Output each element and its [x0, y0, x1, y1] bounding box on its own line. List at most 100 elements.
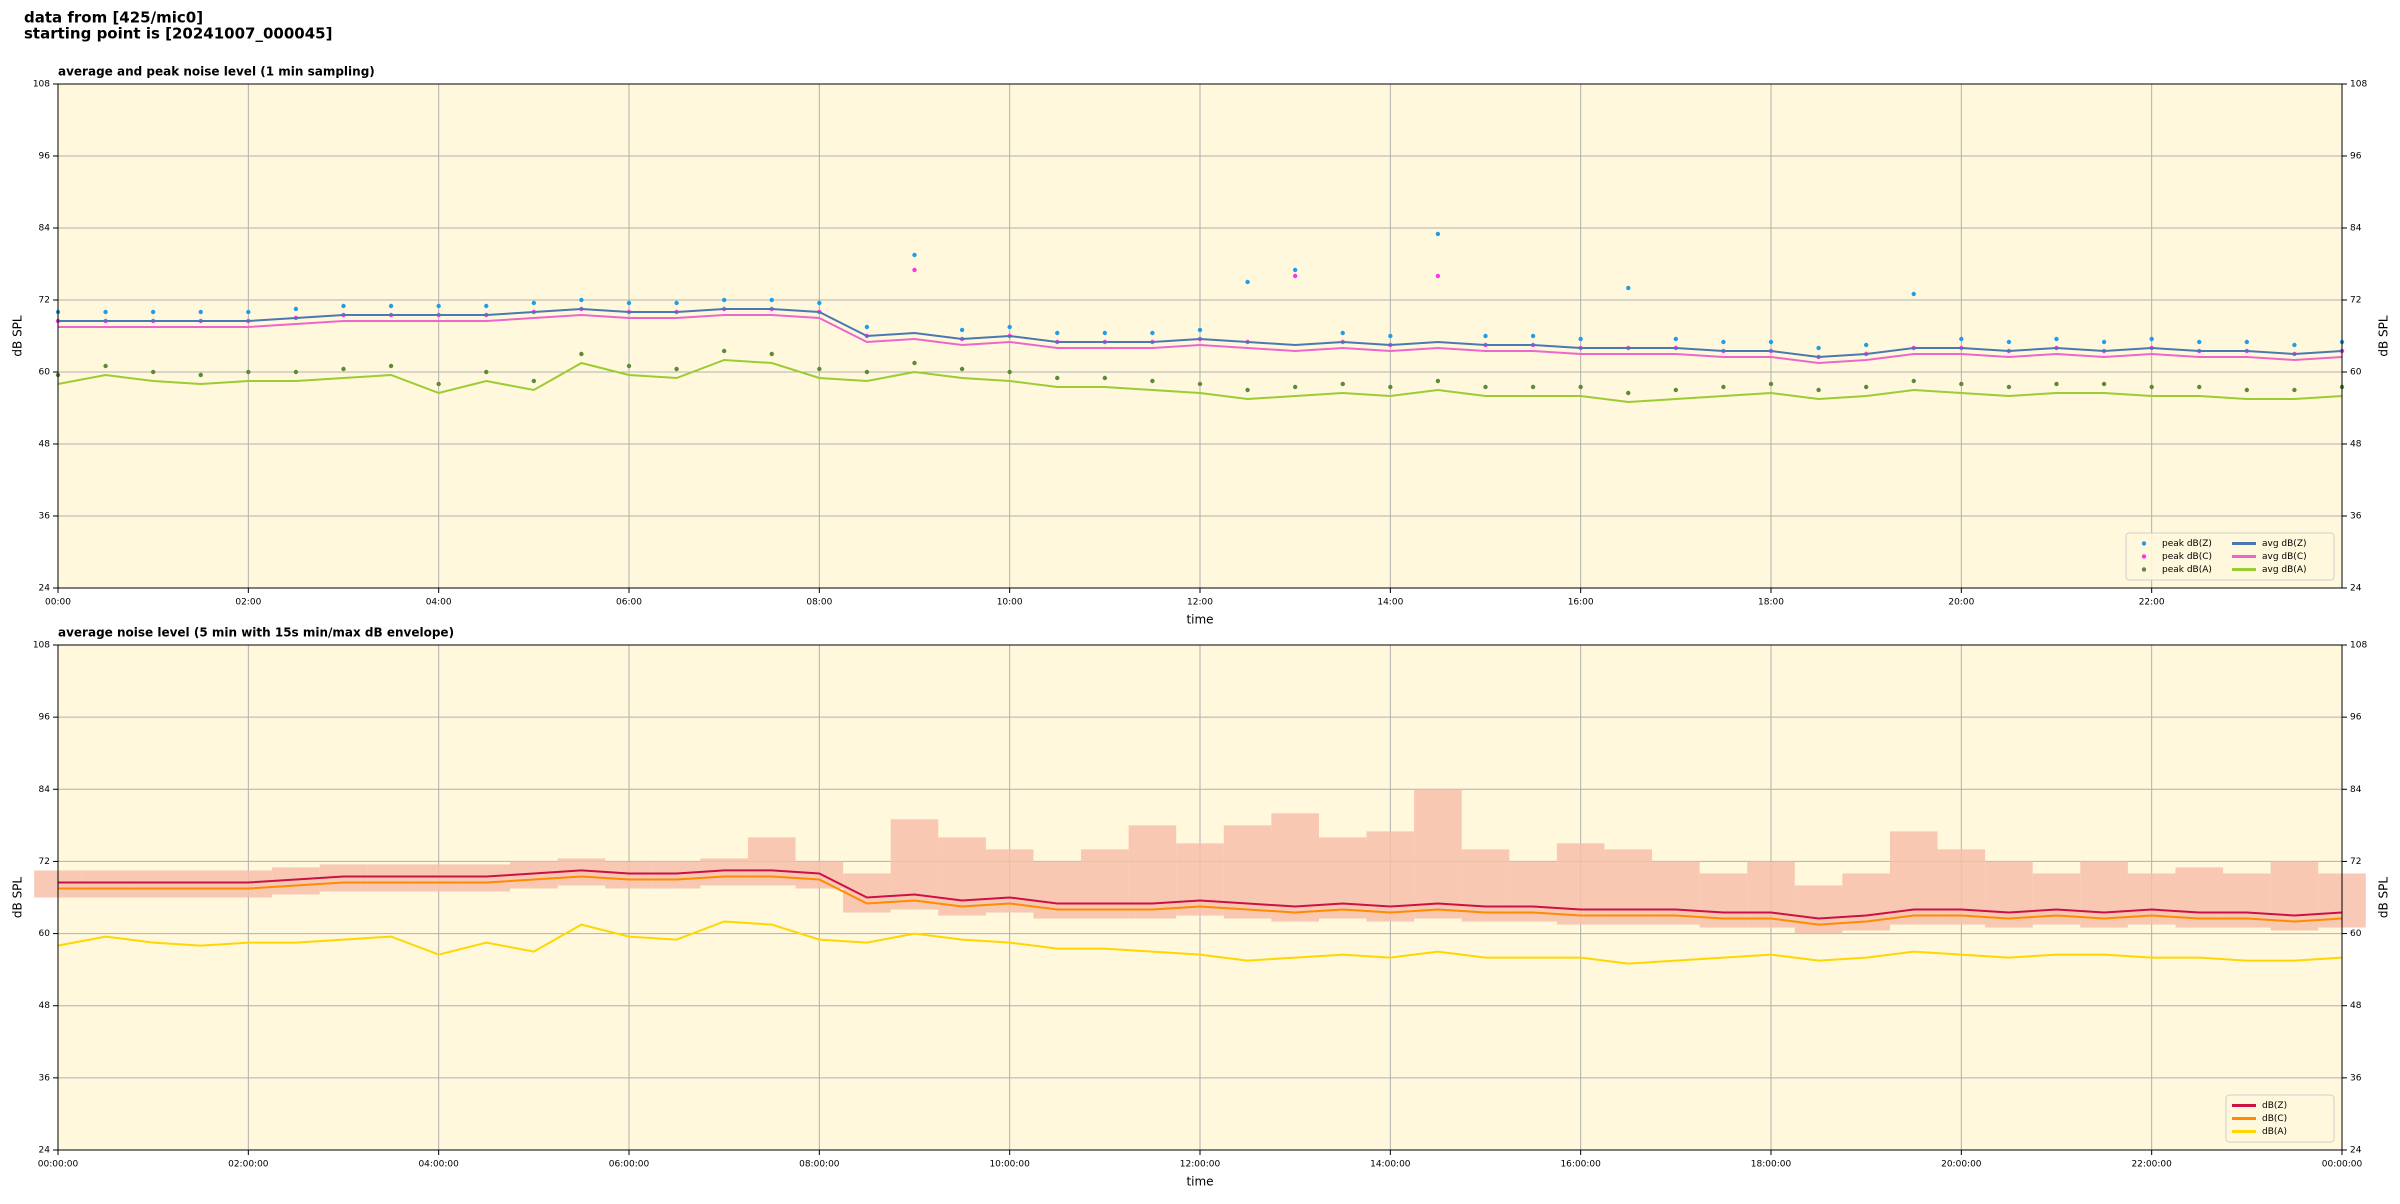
series-line: [58, 313, 2343, 365]
series-line: [58, 869, 2343, 920]
envelope-band: [462, 864, 511, 892]
x-tick-label: 18:00:00: [1751, 1160, 1792, 1170]
peak-point: [1768, 339, 1774, 345]
legend-label: avg dB(C): [2262, 552, 2307, 562]
x-tick-label: 08:00: [806, 598, 832, 608]
peak-point: [1435, 273, 1441, 279]
plot-frame: [57, 644, 2343, 1151]
y-tick-label: 48: [39, 440, 51, 450]
peak-point: [341, 366, 346, 372]
legend-label: avg dB(A): [2262, 565, 2306, 575]
y2-axis-label: dB SPL: [2377, 315, 2391, 357]
x-tick-label: 10:00:00: [989, 1160, 1030, 1170]
envelope-band: [1652, 861, 1700, 925]
peak-point: [341, 303, 346, 309]
y2-tick-label: 84: [2350, 785, 2362, 795]
y-tick-label: 24: [39, 1146, 51, 1156]
y2-tick-label: 24: [2350, 584, 2362, 594]
peak-point: [1816, 387, 1821, 393]
peak-point: [531, 378, 537, 384]
peak-point: [150, 369, 156, 375]
peak-point: [2006, 384, 2012, 390]
y2-tick-label: 60: [2350, 929, 2362, 939]
y-tick-label: 84: [39, 224, 51, 234]
peak-point: [817, 366, 822, 372]
y2-axis-label: dB SPL: [2377, 877, 2391, 919]
peak-point: [1530, 333, 1536, 339]
y2-tick-label: 24: [2350, 1146, 2362, 1156]
peak-point: [674, 300, 679, 306]
peak-point: [1911, 291, 1916, 297]
peak-point: [1150, 330, 1155, 336]
y2-tick-label: 60: [2350, 368, 2362, 378]
peak-point: [1435, 378, 1441, 384]
series-line: [58, 875, 2343, 926]
y-tick-label: 60: [39, 368, 51, 378]
peak-point: [293, 306, 299, 312]
peak-point: [1768, 381, 1774, 387]
peak-point: [1721, 384, 1726, 390]
peak-point: [912, 267, 917, 273]
peak-point: [674, 366, 679, 372]
peak-point: [1055, 330, 1060, 336]
header-line: data from [425/mic0]: [24, 9, 203, 27]
legend-box: [2125, 532, 2335, 581]
peak-point: [579, 351, 584, 357]
peak-point: [1483, 384, 1488, 390]
envelope-band: [652, 861, 701, 889]
peak-point: [388, 303, 394, 309]
y2-tick-label: 36: [2350, 1073, 2362, 1083]
peak-point: [1388, 384, 1393, 390]
peak-point: [2149, 336, 2154, 342]
peak-point: [103, 363, 108, 369]
y2-tick-label: 96: [2350, 713, 2362, 723]
peak-point: [912, 252, 917, 258]
peak-point: [1911, 378, 1916, 384]
envelope-band: [1414, 789, 1462, 919]
peak-point: [1673, 387, 1679, 393]
x-tick-label: 00:00:00: [38, 1160, 79, 1170]
peak-point: [198, 309, 203, 315]
y-tick-label: 96: [39, 152, 51, 162]
peak-point: [769, 351, 774, 357]
peak-point: [2054, 336, 2059, 342]
peak-point: [1007, 369, 1012, 375]
peak-point: [1959, 381, 1964, 387]
peak-point: [2244, 387, 2250, 393]
peak-point: [1959, 336, 1964, 342]
peak-point: [1626, 285, 1631, 291]
x-axis-label: time: [1186, 613, 1213, 627]
x-tick-label: 22:00:00: [2131, 1160, 2172, 1170]
peak-point: [2101, 339, 2107, 345]
peak-point: [1626, 390, 1631, 396]
peak-point: [246, 369, 251, 375]
x-tick-label: 00:00:00: [2322, 1160, 2363, 1170]
peak-point: [1292, 384, 1298, 390]
peak-point: [1245, 279, 1250, 285]
envelope-band: [1747, 861, 1795, 928]
plot-frame: [57, 83, 2343, 589]
legend-label: avg dB(Z): [2262, 539, 2307, 549]
peak-point: [769, 297, 774, 303]
peak-point: [864, 324, 870, 330]
envelope-band: [605, 861, 653, 889]
peak-point: [2197, 339, 2202, 345]
peak-point: [1816, 345, 1821, 351]
envelope-band: [2270, 861, 2319, 931]
peak-point: [436, 381, 441, 387]
envelope-band: [795, 861, 844, 889]
peak-point: [2101, 381, 2107, 387]
y-tick-label: 24: [39, 584, 51, 594]
peak-point: [2197, 384, 2202, 390]
x-tick-label: 20:00:00: [1941, 1160, 1982, 1170]
envelope-band: [414, 864, 463, 892]
y2-tick-label: 36: [2350, 512, 2362, 522]
series-line: [57, 358, 2343, 404]
y2-tick-label: 96: [2350, 152, 2362, 162]
peak-point: [246, 309, 251, 315]
envelope-band: [985, 849, 1034, 913]
series-line: [57, 920, 2343, 965]
peak-point: [1150, 378, 1155, 384]
